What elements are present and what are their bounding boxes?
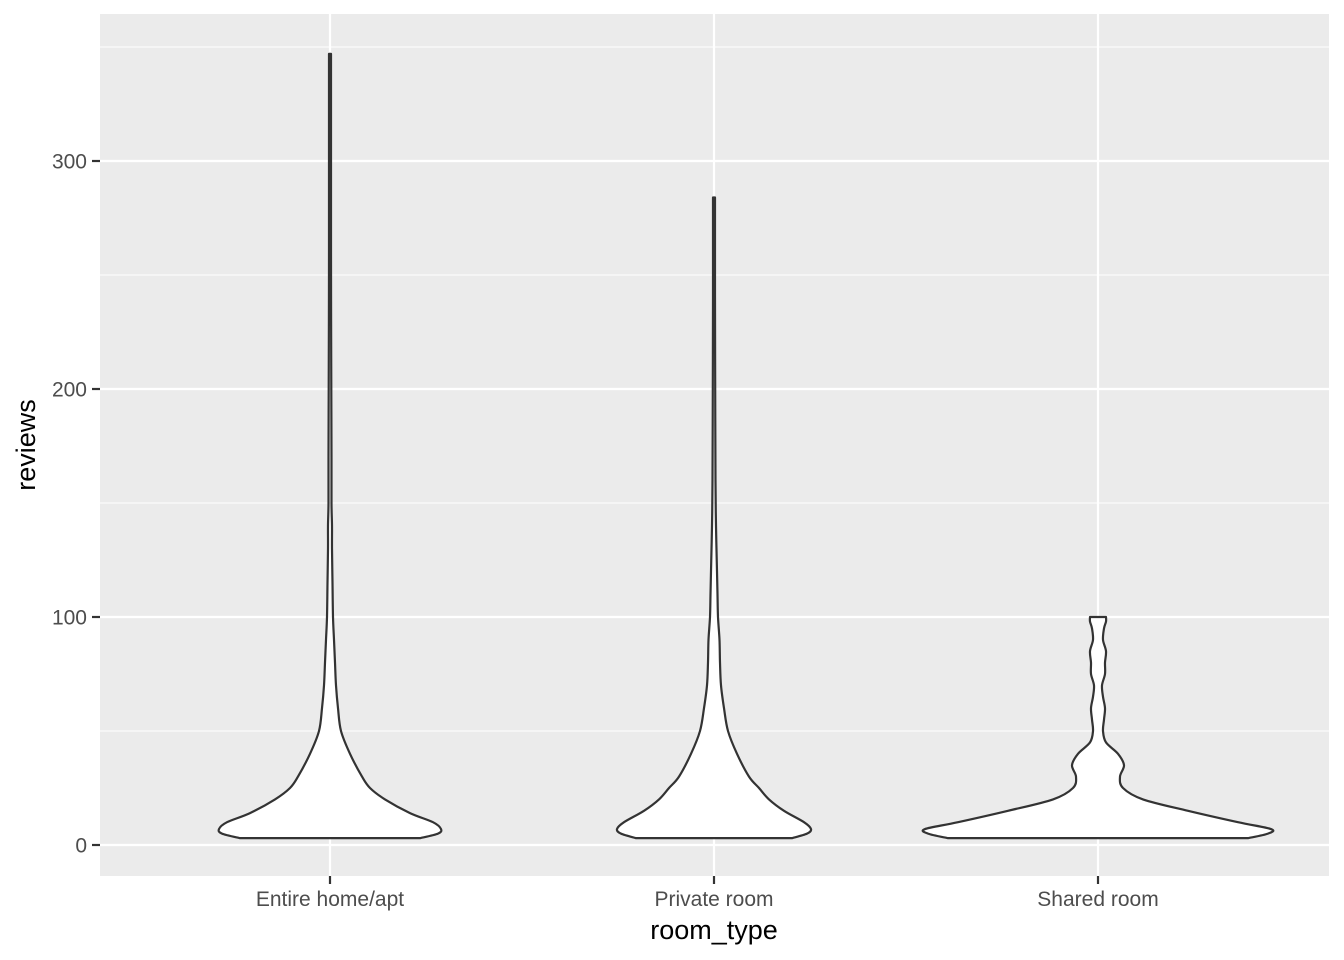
x-tick-label: Private room: [654, 888, 773, 911]
x-axis: Entire home/apt Private room Shared room: [256, 876, 1159, 911]
x-tick-label: Shared room: [1037, 888, 1158, 911]
y-tick-label: 100: [52, 607, 87, 630]
violins: [217, 52, 1275, 840]
y-axis: 0 100 200 300: [52, 151, 100, 858]
x-tick-label: Entire home/apt: [256, 888, 404, 911]
y-tick-label: 0: [75, 835, 87, 858]
violin-shared-room: [921, 615, 1275, 840]
violin-entire-home-apt: [217, 52, 443, 840]
y-tick-label: 200: [52, 379, 87, 402]
x-axis-title: room_type: [650, 915, 778, 945]
violin-private-room: [615, 196, 813, 840]
y-axis-title: reviews: [11, 399, 41, 491]
y-tick-label: 300: [52, 151, 87, 174]
